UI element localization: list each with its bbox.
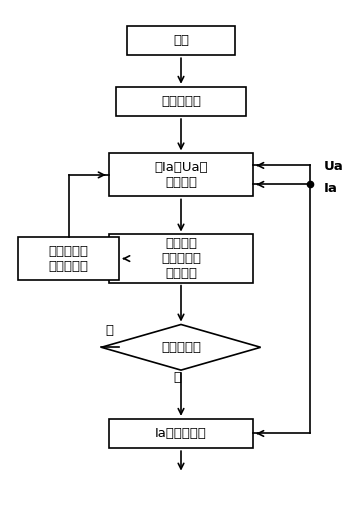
- Text: Ia值存储输出: Ia值存储输出: [155, 427, 207, 440]
- Polygon shape: [101, 324, 261, 370]
- Text: 是: 是: [105, 324, 113, 337]
- Text: 取Ia与Ua值
并且相乘: 取Ia与Ua值 并且相乘: [154, 161, 208, 189]
- Text: 寄存器清零: 寄存器清零: [161, 95, 201, 108]
- FancyBboxPatch shape: [127, 26, 235, 55]
- FancyBboxPatch shape: [109, 234, 253, 283]
- FancyBboxPatch shape: [109, 419, 253, 448]
- FancyBboxPatch shape: [116, 87, 246, 116]
- Text: Ua: Ua: [324, 160, 344, 173]
- Text: 否: 否: [173, 371, 181, 384]
- FancyBboxPatch shape: [109, 153, 253, 196]
- Text: 结果大于零: 结果大于零: [161, 341, 201, 354]
- FancyBboxPatch shape: [18, 237, 119, 280]
- Text: 开始: 开始: [173, 34, 189, 47]
- Text: 将相乘结果
存入寄存器: 将相乘结果 存入寄存器: [49, 244, 89, 273]
- Text: Ia: Ia: [324, 182, 338, 195]
- Text: 相乘结果
减寄存器内
所存数值: 相乘结果 减寄存器内 所存数值: [161, 237, 201, 280]
